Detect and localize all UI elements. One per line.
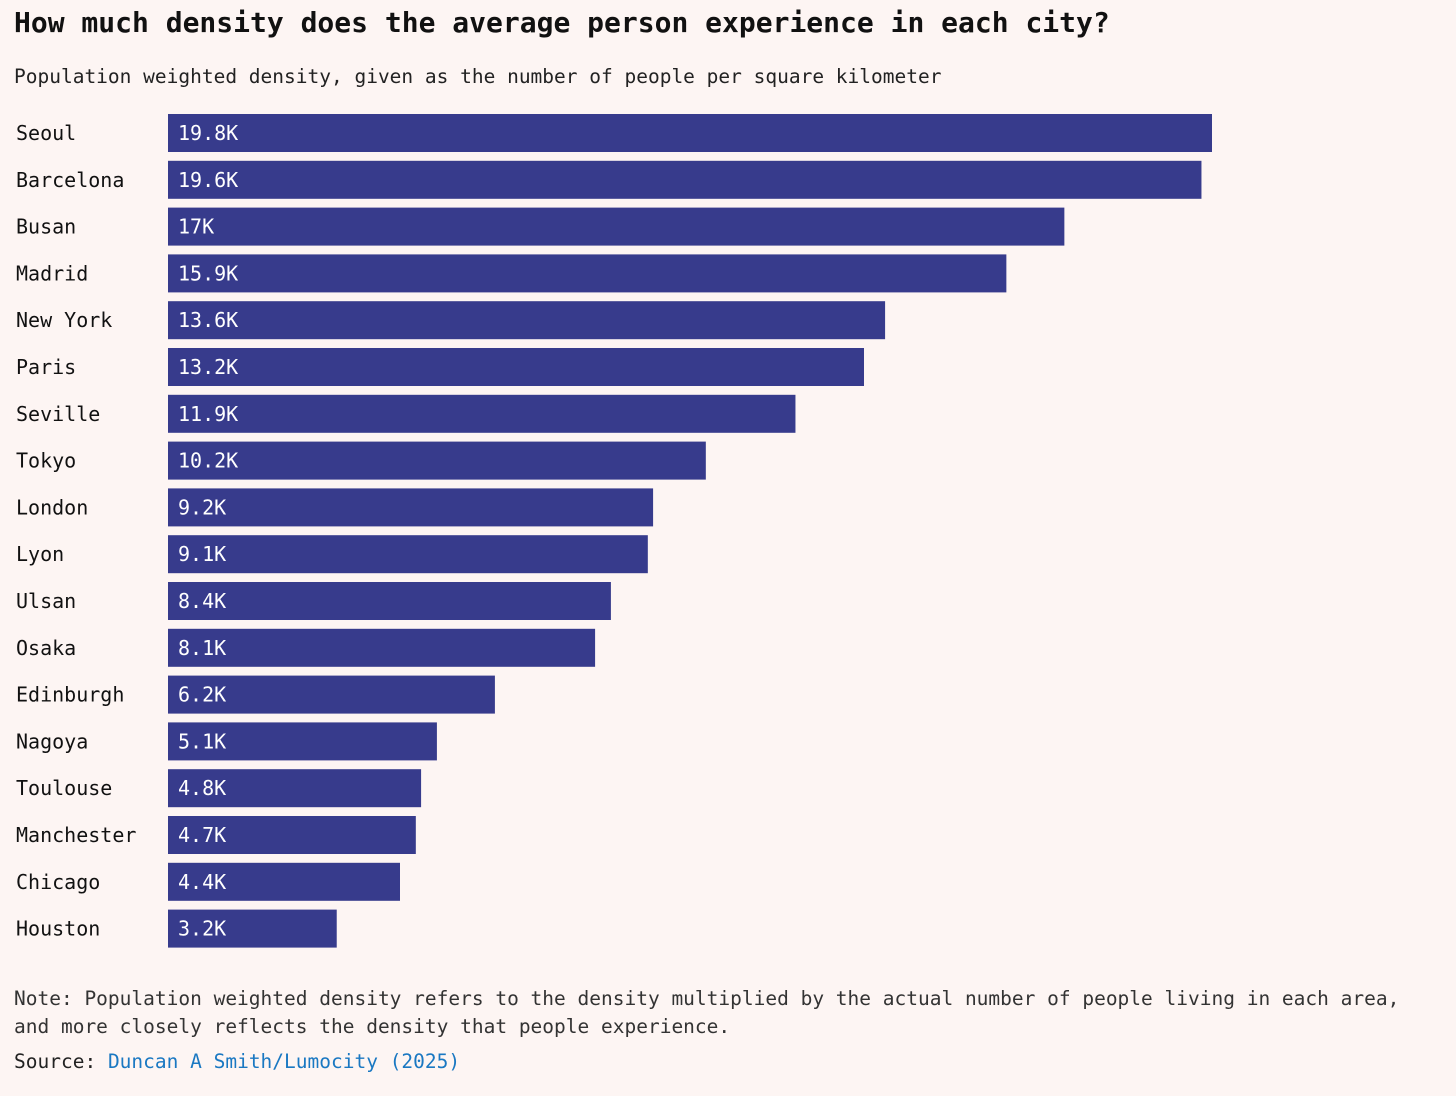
- value-label-barcelona: 19.6K: [178, 168, 238, 192]
- bar-seoul: [168, 114, 1212, 152]
- source-link[interactable]: Duncan A Smith/Lumocity (2025): [107, 1050, 461, 1073]
- bar-edinburgh: [168, 675, 495, 714]
- value-label-london: 9.2K: [178, 495, 226, 519]
- chart-title: How much density does the average person…: [14, 6, 1110, 39]
- category-label-madrid: Madrid: [16, 261, 88, 285]
- bar-tokyo: [168, 441, 706, 480]
- category-label-tokyo: Tokyo: [16, 449, 76, 473]
- source-prefix: Source:: [14, 1050, 97, 1073]
- bar-nagoya: [168, 722, 437, 761]
- bar-london: [168, 488, 654, 527]
- bar-busan: [168, 207, 1065, 246]
- value-label-lyon: 9.1K: [178, 542, 226, 566]
- bar-madrid: [168, 254, 1007, 293]
- bar-manchester: [168, 816, 416, 854]
- value-label-tokyo: 10.2K: [178, 449, 238, 473]
- value-label-madrid: 15.9K: [178, 261, 238, 285]
- value-label-seville: 11.9K: [178, 402, 238, 426]
- value-label-ulsan: 8.4K: [178, 589, 226, 613]
- category-label-london: London: [16, 495, 88, 519]
- category-label-new-york: New York: [16, 308, 112, 332]
- value-label-paris: 13.2K: [178, 355, 238, 379]
- bar-osaka: [168, 628, 596, 667]
- chart-note: Note: Population weighted density refers…: [14, 987, 1400, 1038]
- category-label-manchester: Manchester: [16, 823, 136, 847]
- bar-ulsan: [168, 582, 611, 620]
- bar-houston: [168, 909, 337, 948]
- bar-new-york: [168, 301, 886, 340]
- value-label-houston: 3.2K: [178, 917, 226, 941]
- category-label-osaka: Osaka: [16, 636, 76, 660]
- value-label-toulouse: 4.8K: [178, 776, 226, 800]
- bar-seville: [168, 394, 796, 433]
- category-label-ulsan: Ulsan: [16, 589, 76, 613]
- bar-lyon: [168, 535, 648, 574]
- value-label-new-york: 13.6K: [178, 308, 238, 332]
- category-label-seoul: Seoul: [16, 121, 76, 145]
- category-label-lyon: Lyon: [16, 542, 64, 566]
- bar-chart: Seoul 19.8K Barcelona 19.6K Busan 17K Madrid 15…: [16, 114, 1212, 948]
- value-label-osaka: 8.1K: [178, 636, 226, 660]
- bar-barcelona: [168, 160, 1202, 199]
- value-label-chicago: 4.4K: [178, 870, 226, 894]
- value-label-seoul: 19.8K: [178, 121, 238, 145]
- value-label-manchester: 4.7K: [178, 823, 226, 847]
- bar-chicago: [168, 862, 400, 901]
- category-label-chicago: Chicago: [16, 870, 100, 894]
- chart-subtitle: Population weighted density, given as th…: [14, 65, 942, 88]
- category-label-toulouse: Toulouse: [16, 776, 112, 800]
- source-line: Source: Duncan A Smith/Lumocity (2025): [14, 1048, 460, 1076]
- value-label-edinburgh: 6.2K: [178, 683, 226, 707]
- category-label-seville: Seville: [16, 402, 100, 426]
- category-label-nagoya: Nagoya: [16, 729, 88, 753]
- category-label-houston: Houston: [16, 917, 100, 941]
- category-label-busan: Busan: [16, 215, 76, 239]
- value-label-nagoya: 5.1K: [178, 729, 226, 753]
- category-label-barcelona: Barcelona: [16, 168, 124, 192]
- value-label-busan: 17K: [178, 215, 214, 239]
- bar-toulouse: [168, 769, 422, 808]
- category-label-paris: Paris: [16, 355, 76, 379]
- category-label-edinburgh: Edinburgh: [16, 683, 124, 707]
- bar-paris: [168, 348, 864, 386]
